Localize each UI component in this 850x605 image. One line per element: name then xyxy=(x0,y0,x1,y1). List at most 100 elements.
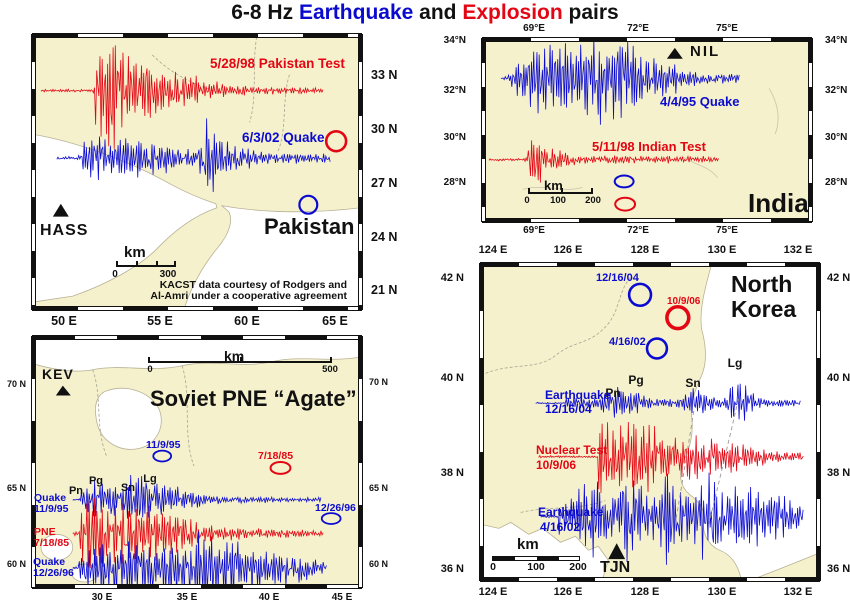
lon-tick-pk-60e: 60 E xyxy=(234,314,260,328)
panel-india xyxy=(481,37,813,223)
panel-soviet xyxy=(31,335,363,589)
lat-tick-sv-r-65n: 65 N xyxy=(369,483,389,493)
lon-tick-in-t-72e: 72°E xyxy=(627,23,649,34)
frame-ticks-right-nk xyxy=(816,263,821,581)
trace-label-nk-eq1-l2: 12/16/04 xyxy=(545,402,592,416)
lon-tick-sv-35e: 35 E xyxy=(176,592,198,603)
scale-unit-nk: km xyxy=(517,536,539,553)
credit-text: KACST data courtesy of Rodgers and Al-Am… xyxy=(115,279,347,303)
lat-tick-nk-l-42n: 42 N xyxy=(440,272,464,284)
scale-bar-sv xyxy=(148,357,332,363)
frame-ticks-left-sv xyxy=(31,336,36,588)
lat-tick-in-r-32n: 32°N xyxy=(825,85,848,96)
trace-label-nk-eq2-l2: 4/16/02 xyxy=(540,520,581,534)
lat-tick-pk-21n: 21 N xyxy=(371,283,398,297)
event-label-nk-test: 10/9/06 xyxy=(667,296,701,307)
trace-label-sv-pne-l2: 7/18/85 xyxy=(34,537,70,549)
lon-tick-in-b-69e: 69°E xyxy=(523,225,545,236)
explosion-location-circle-pk xyxy=(324,130,348,153)
lon-tick-in-t-69e: 69°E xyxy=(523,23,545,34)
trace-label-pakistan-test: 5/28/98 Pakistan Test xyxy=(210,56,345,71)
trace-label-sv-quake2-l1: Quake xyxy=(33,556,66,568)
phase-label-sv-lg: Lg xyxy=(143,473,157,485)
lon-tick-in-t-75e: 75°E xyxy=(716,23,738,34)
phase-label-nk-lg: Lg xyxy=(727,356,743,370)
station-triangle-nil xyxy=(666,47,683,59)
trace-label-india-test: 5/11/98 Indian Test xyxy=(592,139,706,154)
scale-tick-in-200: 200 xyxy=(585,195,601,206)
lat-tick-pk-30n: 30 N xyxy=(371,122,398,136)
trace-label-nk-eq1-l1: Earthquake xyxy=(545,388,611,402)
panel-pakistan xyxy=(31,33,363,311)
frame-ticks-top-pk xyxy=(32,33,362,38)
lat-tick-nk-l-38n: 38 N xyxy=(440,467,464,479)
event-label-nk-quake1: 12/16/04 xyxy=(596,272,639,284)
scale-tick-sv-500: 500 xyxy=(322,364,338,375)
trace-label-nk-test-l2: 10/9/06 xyxy=(536,458,577,472)
lon-tick-in-b-72e: 72°E xyxy=(627,225,649,236)
lat-tick-in-r-30n: 30°N xyxy=(825,132,848,143)
phase-moveout-line-1 xyxy=(675,410,695,521)
frame-ticks-left-pk xyxy=(31,34,36,310)
seismogram-soviet-earthquake xyxy=(72,531,327,587)
region-label-pakistan: Pakistan xyxy=(264,214,355,239)
lat-tick-pk-27n: 27 N xyxy=(371,176,398,190)
trace-label-sv-pne-l1: PNE xyxy=(34,526,56,538)
traces-india xyxy=(488,39,740,183)
seismogram-north_korea-earthquake xyxy=(540,472,804,565)
scale-bar-in xyxy=(528,188,593,194)
lon-tick-nk-t-130e: 130 E xyxy=(707,244,737,256)
lon-tick-nk-b-124e: 124 E xyxy=(478,586,508,598)
title-and: and xyxy=(419,1,457,24)
trace-label-nk-eq2-l1: Earthquake xyxy=(538,505,604,519)
scale-tick-nk-200: 200 xyxy=(569,561,587,573)
station-label-kev: KEV xyxy=(42,366,74,382)
station-label-hass: HASS xyxy=(40,222,89,239)
lake-ladoga xyxy=(40,534,74,561)
japan-coast-corner xyxy=(751,552,819,580)
test-location-circle-nk xyxy=(665,304,691,331)
explosion-location-ellipse-in xyxy=(614,196,637,212)
event-label-nk-quake2: 4/16/02 xyxy=(609,336,646,348)
region-label-soviet: Soviet PNE “Agate” xyxy=(150,386,357,411)
quake-location-ellipse-in xyxy=(613,174,635,189)
station-label-nil: NIL xyxy=(690,43,721,60)
lon-tick-nk-b-126e: 126 E xyxy=(553,586,583,598)
region-label-nk-line2: Korea xyxy=(731,296,797,322)
trace-label-nk-test-l1: Nuclear Test xyxy=(536,443,608,457)
scale-bar-nk xyxy=(492,556,580,561)
lon-tick-sv-30e: 30 E xyxy=(91,592,113,603)
traces-soviet xyxy=(72,474,327,587)
phase-label-sv-pn: Pn xyxy=(68,485,84,497)
lon-tick-sv-45e: 45 E xyxy=(331,592,353,603)
lat-tick-sv-l-65n: 65 N xyxy=(6,483,26,493)
lat-tick-nk-r-36n: 36 N xyxy=(827,563,850,575)
quake-location-circle-pk xyxy=(298,194,319,215)
lon-tick-nk-t-132e: 132 E xyxy=(783,244,813,256)
map-svg-north_korea xyxy=(481,264,819,580)
frame-ticks-right-sv xyxy=(358,336,363,588)
map-svg-pakistan xyxy=(33,35,361,309)
quake2-location-circle-nk xyxy=(645,337,669,360)
seismogram-north_korea-explosion xyxy=(538,421,804,493)
seismogram-north_korea-earthquake xyxy=(535,383,801,421)
trace-label-sv-quake2-l2: 12/26/96 xyxy=(33,567,74,579)
lat-tick-sv-r-70n: 70 N xyxy=(369,377,389,387)
lat-tick-in-l-34n: 34°N xyxy=(443,35,466,46)
lon-tick-nk-b-130e: 130 E xyxy=(707,586,737,598)
frame-ticks-top-sv xyxy=(32,335,362,340)
lat-tick-sv-l-70n: 70 N xyxy=(6,379,26,389)
phase-label-nk-pg: Pg xyxy=(628,373,644,387)
map-svg-soviet xyxy=(33,337,361,587)
station-triangle-hass xyxy=(52,203,69,217)
lat-tick-in-l-28n: 28°N xyxy=(443,177,466,188)
credit-line-1: KACST data courtesy of Rodgers and xyxy=(159,279,347,291)
lat-tick-sv-r-60n: 60 N xyxy=(369,559,389,569)
event-label-sv-pne: 7/18/85 xyxy=(258,450,294,462)
lat-tick-in-l-30n: 30°N xyxy=(443,132,466,143)
barents-sea xyxy=(33,337,361,372)
lat-tick-in-l-32n: 32°N xyxy=(443,85,466,96)
panel-north-korea xyxy=(479,262,821,582)
seismogram-india-earthquake xyxy=(500,39,740,125)
title-suffix: pairs xyxy=(568,1,619,24)
